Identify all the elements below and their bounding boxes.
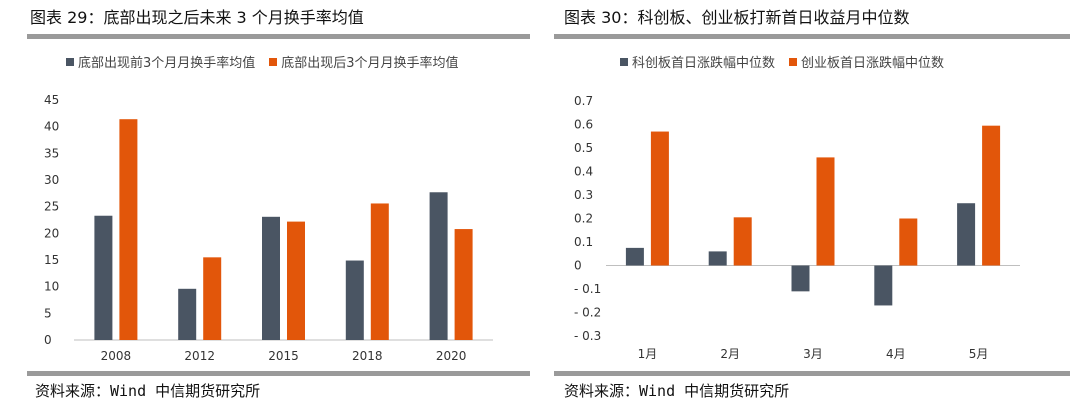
y-tick-label: 0.3 [574, 188, 593, 202]
source-note: 资料来源：Wind 中信期货研究所 [35, 382, 261, 400]
y-tick-label: 0.2 [574, 212, 593, 226]
legend-swatch-orange [789, 57, 798, 66]
source-divider [27, 371, 530, 376]
y-tick-label: - 0.1 [574, 282, 601, 296]
legend-label: 底部出现前3个月月换手率均值 [78, 56, 256, 71]
chart-title: 图表 29：底部出现之后未来 3 个月换手率均值 [30, 8, 364, 27]
y-tick-label: 0.7 [574, 94, 593, 108]
source-divider [554, 371, 1070, 376]
bar-chart-turnover: 0 5 10 15 20 25 30 35 40 45 2008 2012 2015 2018 2020 [44, 93, 493, 363]
bar-dark-2020 [429, 192, 448, 340]
bar-orange-2020 [454, 229, 473, 340]
y-tick-label: - 0.3 [574, 329, 601, 343]
chart-title: 图表 30：科创板、创业板打新首日收益月中位数 [564, 8, 910, 27]
legend-item-before: 底部出现前3个月月换手率均值 [66, 52, 255, 71]
y-tick-label: 45 [44, 93, 59, 107]
bar-orange-5月 [982, 125, 1001, 266]
x-tick-label: 2020 [436, 349, 467, 363]
y-tick-label: 5 [44, 306, 52, 320]
legend-item-star-market: 科创板首日涨跌幅中位数 [620, 52, 775, 71]
legend-item-after: 底部出现后3个月月换手率均值 [269, 52, 459, 71]
y-tick-label: 0.5 [574, 141, 593, 155]
y-tick-label: 20 [44, 226, 59, 240]
bar-dark-1月 [625, 247, 644, 266]
legend: 底部出现前3个月月换手率均值 底部出现后3个月月换手率均值 [66, 52, 473, 71]
y-tick-label: 10 [44, 280, 59, 294]
bar-orange-2018 [370, 203, 389, 340]
y-tick-label: 0 [44, 333, 52, 347]
y-tick-label: 0.4 [574, 165, 593, 179]
y-tick-label: 0 [574, 259, 582, 273]
title-divider [554, 34, 1070, 39]
bar-orange-2008 [119, 119, 138, 340]
x-tick-label: 2012 [184, 349, 215, 363]
x-tick-label: 5月 [969, 347, 989, 361]
bar-orange-4月 [899, 218, 918, 266]
legend-swatch-dark [620, 57, 628, 66]
bar-orange-2015 [287, 221, 305, 340]
bar-orange-3月 [816, 157, 835, 266]
y-tick-label: 15 [44, 253, 59, 267]
x-tick-label: 2015 [268, 349, 299, 363]
chart-panel-turnover: 图表 29：底部出现之后未来 3 个月换手率均值 底部出现前3个月月换手率均值 … [27, 8, 530, 400]
bar-dark-3月 [791, 265, 810, 292]
bar-dark-5月 [957, 203, 976, 266]
y-tick-label: 25 [44, 200, 59, 214]
bar-dark-2008 [94, 215, 113, 340]
y-tick-label: 30 [44, 173, 59, 187]
bar-orange-2月 [733, 217, 752, 266]
chart-panel-ipo-returns: 图表 30：科创板、创业板打新首日收益月中位数 科创板首日涨跌幅中位数 创业板首… [540, 0, 1080, 405]
legend-item-chinext: 创业板首日涨跌幅中位数 [789, 52, 944, 71]
y-tick-label: 35 [44, 146, 59, 160]
legend-swatch-dark [66, 57, 74, 66]
y-tick-label: 0.6 [574, 118, 593, 132]
bar-dark-2015 [262, 216, 280, 340]
source-note: 资料来源：Wind 中信期货研究所 [564, 382, 790, 400]
legend-label: 底部出现后3个月月换手率均值 [281, 56, 459, 71]
bar-orange-1月 [650, 131, 669, 266]
y-tick-label: 0.1 [574, 235, 593, 249]
bar-dark-2018 [345, 260, 364, 340]
bar-chart-ipo-returns: 0.7 0.6 0.5 0.4 0.3 0.2 0.1 0 - 0.1 - 0.2 - 0.3 1月 2… [574, 94, 1020, 361]
legend-label: 科创板首日涨跌幅中位数 [632, 56, 776, 71]
bar-dark-4月 [874, 265, 893, 306]
bar-dark-2月 [708, 251, 727, 266]
title-divider [27, 34, 530, 39]
y-tick-label: 40 [44, 120, 59, 134]
x-tick-label: 3月 [803, 347, 823, 361]
legend-label: 创业板首日涨跌幅中位数 [801, 56, 945, 71]
x-tick-label: 1月 [638, 347, 658, 361]
legend-swatch-orange [269, 57, 278, 66]
x-tick-label: 2018 [352, 349, 383, 363]
bar-orange-2012 [203, 257, 222, 340]
bar-dark-2012 [178, 288, 197, 340]
x-tick-label: 2月 [720, 347, 740, 361]
x-tick-label: 4月 [886, 347, 906, 361]
legend: 科创板首日涨跌幅中位数 创业板首日涨跌幅中位数 [620, 52, 958, 71]
x-tick-label: 2008 [101, 349, 132, 363]
y-tick-label: - 0.2 [574, 306, 601, 320]
